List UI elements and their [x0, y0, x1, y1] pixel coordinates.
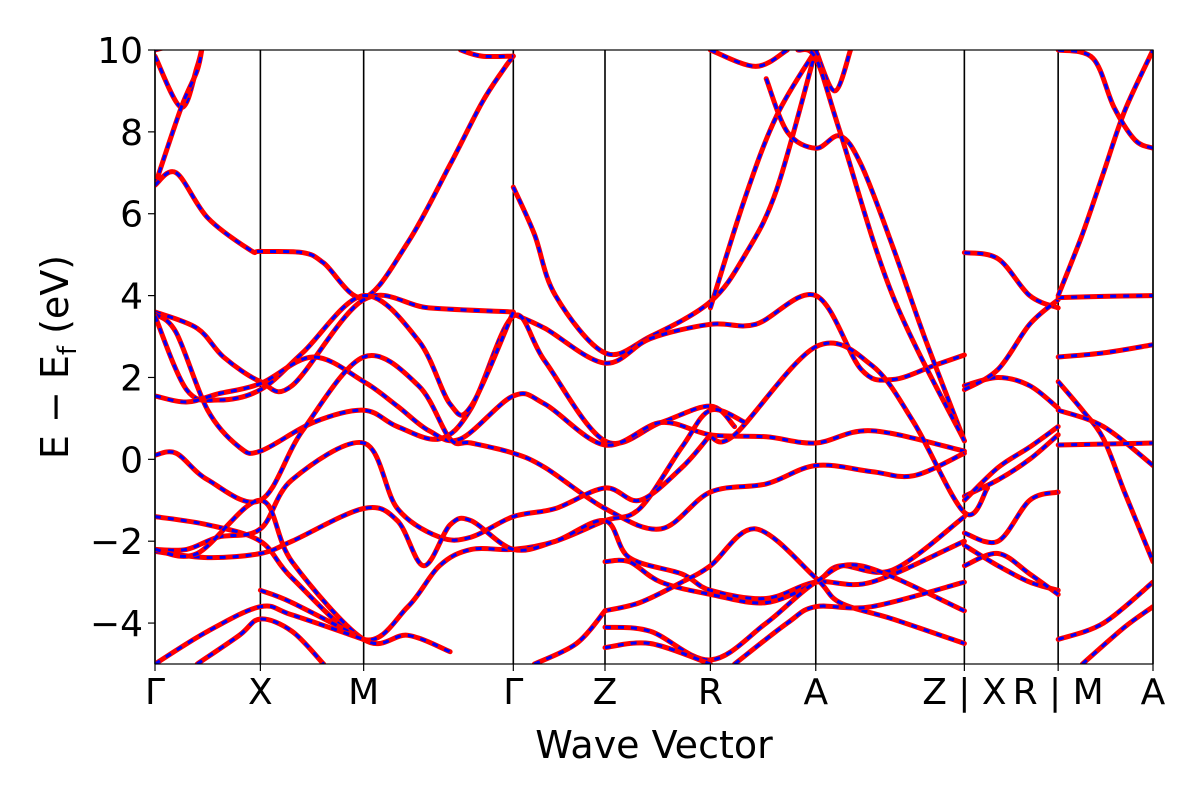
x-axis-title: Wave Vector: [535, 723, 773, 767]
band-line-blue: [155, 50, 204, 109]
band-line-red: [961, 424, 1061, 503]
band-line-red: [531, 608, 608, 664]
band-line-blue: [1056, 50, 1153, 297]
band-line-red: [1055, 379, 1153, 565]
band-line-red: [961, 250, 1061, 311]
band-line-blue: [259, 588, 365, 641]
y-axis-title-sub: f: [53, 345, 83, 355]
band-line-red: [732, 579, 967, 664]
band-line-blue: [512, 292, 965, 382]
band-line-blue: [963, 425, 1060, 502]
y-axis-title: E − Ef (eV): [33, 255, 83, 459]
band-line-blue: [1057, 50, 1153, 150]
band-line-blue: [533, 609, 607, 664]
band-line-red: [707, 340, 990, 518]
y-axis-ticks: −4 −2 0 2 4 6 8 10: [90, 31, 155, 645]
band-line-blue: [814, 50, 852, 93]
band-line-blue: [963, 298, 1060, 392]
band-line-red: [155, 292, 516, 395]
x-tick-label: Γ: [503, 672, 523, 713]
band-line-blue: [155, 604, 365, 664]
y-tick-label: −4: [90, 604, 143, 645]
band-line-red: [1055, 50, 1153, 151]
y-axis-title-unit: (eV): [33, 255, 77, 346]
band-line-blue: [604, 527, 965, 645]
y-tick-label: 8: [120, 113, 143, 154]
band-line-blue: [511, 50, 818, 357]
band-line-blue: [155, 433, 712, 552]
band-line-red: [155, 50, 165, 53]
band-line-red: [961, 297, 1061, 393]
band-line-blue: [155, 50, 161, 52]
band-line-blue: [709, 341, 989, 517]
x-tick-label: Z: [593, 672, 618, 713]
band-line-red: [961, 489, 1061, 545]
band-line-blue: [963, 551, 1060, 596]
band-line-blue: [963, 433, 1060, 498]
band-line-red: [707, 50, 819, 311]
band-line-red: [155, 354, 967, 454]
x-tick-label: Γ: [145, 672, 165, 713]
band-line-blue: [460, 50, 514, 59]
plot-frame: [154, 49, 1154, 665]
y-tick-label: 4: [120, 277, 143, 318]
band-line-red: [1055, 342, 1153, 360]
y-tick-label: 6: [120, 195, 143, 236]
band-line-blue: [155, 498, 451, 654]
band-line-blue: [1081, 605, 1153, 664]
x-tick-label: A: [1141, 672, 1166, 713]
band-line-blue: [963, 490, 1059, 544]
band-line-blue: [155, 407, 746, 642]
x-tick-label: R | M: [1013, 672, 1104, 713]
y-axis-title-main: E − E: [33, 355, 77, 459]
band-line-blue: [196, 617, 325, 664]
band-line-blue: [1058, 294, 1153, 300]
band-line-blue: [1057, 580, 1153, 641]
band-line-blue: [155, 55, 515, 300]
band-line-blue: [604, 563, 965, 662]
x-tick-label: R: [698, 672, 723, 713]
band-line-blue: [604, 641, 711, 664]
band-line-red: [1055, 579, 1153, 642]
y-tick-label: 10: [97, 31, 143, 72]
y-tick-label: 0: [120, 440, 143, 481]
band-line-red: [155, 53, 516, 301]
band-line-red: [1055, 440, 1153, 448]
band-lines: [155, 50, 1153, 664]
x-tick-label: A: [803, 672, 828, 713]
band-line-red: [707, 50, 790, 69]
band-line-blue: [764, 78, 966, 442]
x-tick-label: X: [248, 672, 273, 713]
band-line-red: [155, 50, 205, 188]
y-tick-label: −2: [90, 522, 143, 563]
band-line-blue: [964, 251, 1059, 310]
band-line-blue: [1057, 408, 1153, 467]
band-line-blue: [604, 515, 966, 605]
y-tick-label: 2: [120, 358, 143, 399]
band-line-blue: [155, 294, 515, 417]
band-line-blue: [155, 506, 966, 601]
x-tick-label: Z | X: [922, 672, 1006, 713]
band-line-blue: [708, 50, 818, 309]
band-line-red: [795, 50, 967, 444]
band-line-blue: [1057, 380, 1153, 563]
x-tick-label: M: [348, 672, 379, 713]
band-line-blue: [155, 293, 514, 394]
band-line-blue: [155, 355, 965, 453]
